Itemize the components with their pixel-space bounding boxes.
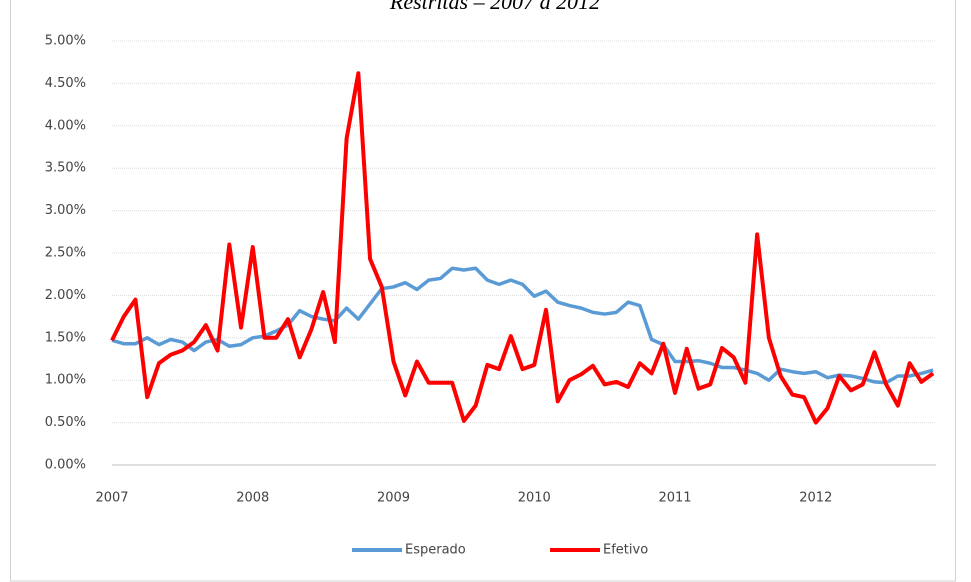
chart-title: Restritas – 2007 a 2012 bbox=[389, 0, 600, 14]
series-line bbox=[110, 71, 935, 425]
y-tick-label: 3.50% bbox=[45, 161, 86, 176]
x-tick-label: 2012 bbox=[799, 491, 832, 506]
y-tick-label: 0.00% bbox=[45, 458, 86, 473]
x-tick-label: 2007 bbox=[95, 491, 128, 506]
y-tick-label: 2.00% bbox=[45, 288, 86, 303]
y-tick-label: 4.50% bbox=[45, 76, 86, 91]
legend-label: Esperado bbox=[405, 543, 466, 558]
legend-label: Efetivo bbox=[603, 543, 648, 558]
chart-border bbox=[10, 0, 956, 582]
y-tick-label: 5.00% bbox=[45, 34, 86, 49]
x-tick-label: 2008 bbox=[236, 491, 269, 506]
series-line bbox=[111, 266, 934, 385]
x-tick-label: 2011 bbox=[658, 491, 691, 506]
x-tick-label: 2010 bbox=[518, 491, 551, 506]
y-tick-label: 2.50% bbox=[45, 246, 86, 261]
y-tick-label: 0.50% bbox=[45, 415, 86, 430]
y-tick-label: 1.00% bbox=[45, 373, 86, 388]
y-tick-label: 4.00% bbox=[45, 118, 86, 133]
x-tick-label: 2009 bbox=[377, 491, 410, 506]
y-tick-label: 3.00% bbox=[45, 203, 86, 218]
y-tick-label: 1.50% bbox=[45, 330, 86, 345]
